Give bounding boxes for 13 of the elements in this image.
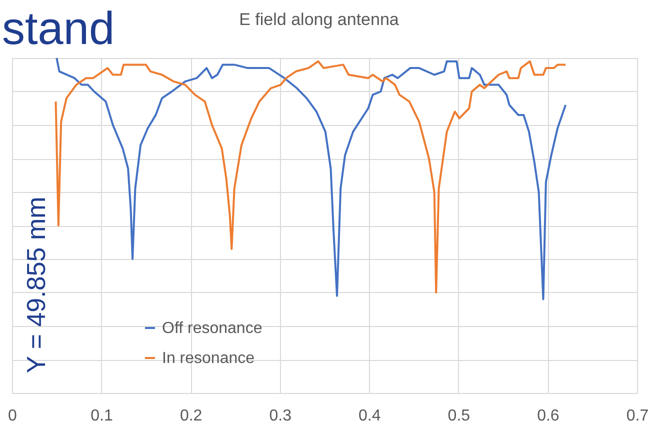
x-tick-label: 0 bbox=[8, 408, 18, 424]
y-axis-title: Y = 49.855 mm bbox=[21, 196, 51, 374]
x-tick-label: 0.1 bbox=[90, 408, 114, 424]
legend-label: In resonance bbox=[162, 350, 255, 367]
chart-title: E field along antenna bbox=[239, 10, 400, 29]
x-tick-label: 0.4 bbox=[358, 408, 381, 424]
x-tick-label: 0.3 bbox=[269, 408, 292, 424]
text: stand bbox=[2, 2, 115, 54]
x-tick-label: 0.5 bbox=[448, 408, 470, 424]
legend-label: Off resonance bbox=[162, 320, 262, 337]
x-tick-label: 0.2 bbox=[180, 408, 202, 424]
x-tick-label: 0.7 bbox=[626, 408, 649, 424]
x-tick-label: 0.6 bbox=[537, 408, 560, 424]
